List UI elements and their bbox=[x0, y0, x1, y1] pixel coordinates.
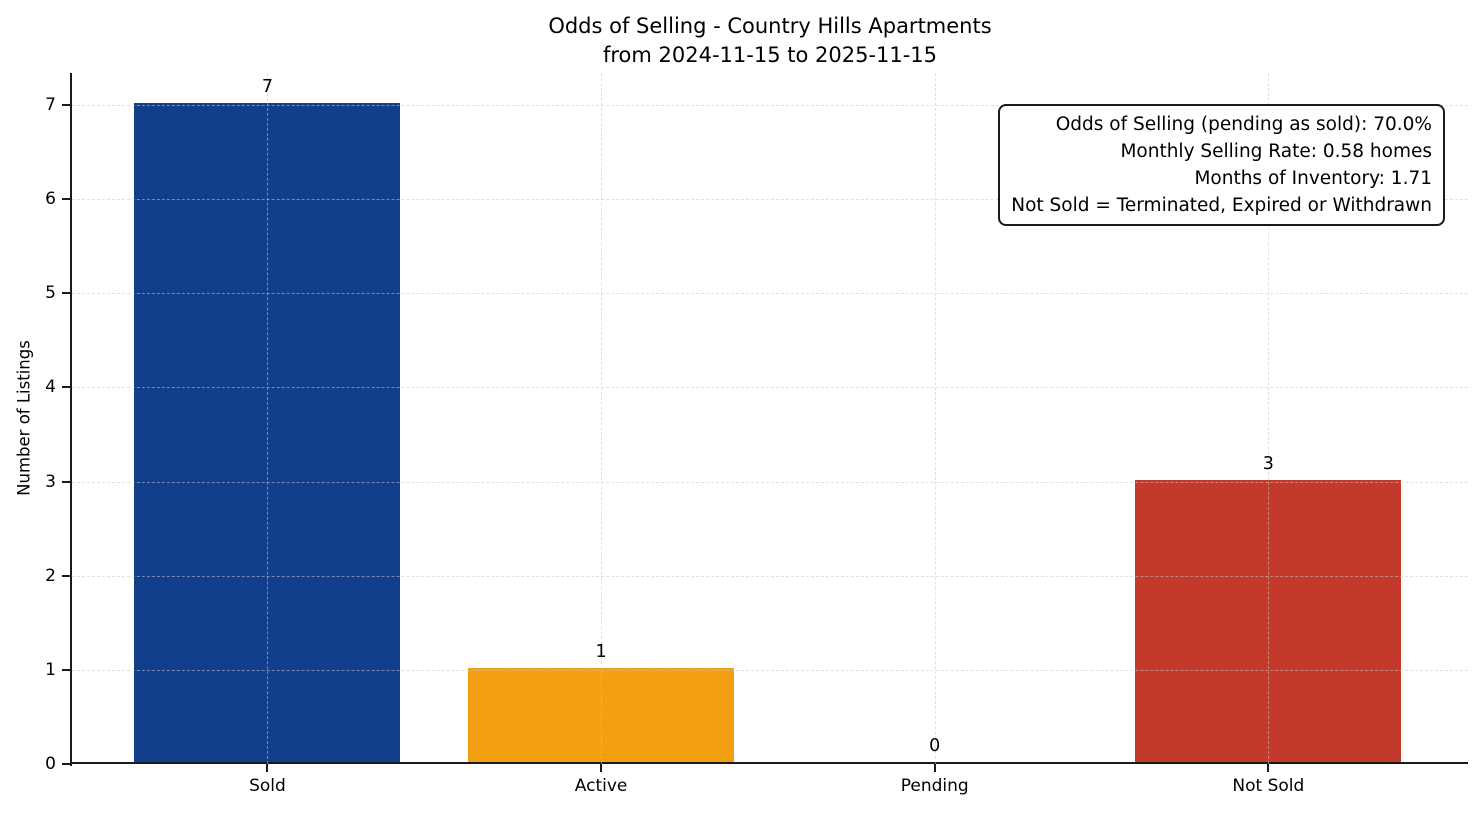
gridline-horizontal bbox=[72, 481, 1468, 483]
x-tick-label: Not Sold bbox=[1232, 776, 1305, 796]
gridline-horizontal bbox=[72, 199, 1468, 201]
gridline-vertical bbox=[1268, 73, 1270, 764]
gridline-vertical bbox=[934, 73, 936, 764]
bar-value-label: 0 bbox=[929, 736, 941, 756]
chart-title: Odds of Selling - Country Hills Apartmen… bbox=[548, 14, 992, 38]
bar-value-label: 7 bbox=[261, 77, 274, 98]
gridline-horizontal bbox=[72, 575, 1468, 577]
gridline-horizontal bbox=[72, 105, 1468, 106]
y-axis-spine bbox=[70, 73, 72, 766]
annotation-line: Months of Inventory: 1.71 bbox=[1194, 168, 1432, 189]
bar-value-label: 1 bbox=[595, 641, 607, 662]
x-tick-mark bbox=[1267, 764, 1270, 772]
y-tick-mark bbox=[62, 386, 70, 389]
annotation-line: Monthly Selling Rate: 0.58 homes bbox=[1120, 141, 1432, 162]
gridline-vertical bbox=[267, 73, 269, 764]
y-tick-mark bbox=[62, 292, 70, 295]
y-tick-label: 0 bbox=[45, 754, 56, 774]
gridline-vertical bbox=[601, 73, 603, 764]
x-axis-spine bbox=[70, 762, 1468, 764]
x-tick-mark bbox=[600, 764, 603, 772]
title-block: Odds of Selling - Country Hills Apartmen… bbox=[72, 12, 1468, 70]
y-tick-label: 1 bbox=[45, 659, 56, 680]
x-tick-label: Sold bbox=[249, 776, 286, 796]
y-tick-label: 6 bbox=[45, 189, 56, 210]
y-tick-mark bbox=[62, 104, 70, 106]
y-tick-label: 2 bbox=[45, 565, 56, 586]
y-tick-label: 4 bbox=[45, 377, 56, 398]
x-tick-mark bbox=[933, 764, 936, 772]
y-tick-mark bbox=[62, 480, 70, 483]
bar-value-label: 3 bbox=[1262, 453, 1274, 474]
y-axis-label: Number of Listings bbox=[14, 340, 34, 496]
gridline-horizontal bbox=[72, 387, 1468, 389]
y-tick-mark bbox=[62, 763, 70, 765]
chart-subtitle: from 2024-11-15 to 2025-11-15 bbox=[602, 43, 938, 67]
stats-annotation-box: Odds of Selling (pending as sold): 70.0%… bbox=[998, 104, 1445, 226]
y-tick-mark bbox=[62, 668, 70, 671]
gridline-horizontal bbox=[72, 293, 1468, 295]
x-tick-label: Active bbox=[574, 776, 628, 796]
y-tick-label: 7 bbox=[45, 95, 56, 115]
x-tick-label: Pending bbox=[900, 776, 969, 796]
annotation-line: Odds of Selling (pending as sold): 70.0% bbox=[1055, 114, 1432, 135]
y-tick-mark bbox=[62, 574, 70, 577]
annotation-line: Not Sold = Terminated, Expired or Withdr… bbox=[1011, 195, 1432, 216]
y-tick-mark bbox=[62, 198, 70, 201]
y-tick-label: 3 bbox=[45, 471, 56, 492]
x-tick-mark bbox=[266, 764, 269, 772]
plot-area: 0 1 2 3 4 5 6 7 7 Sold 1 Active 0 Pending 3 Not Sold bbox=[45, 73, 1468, 796]
y-tick-label: 5 bbox=[45, 283, 56, 304]
gridline-horizontal bbox=[72, 669, 1468, 671]
